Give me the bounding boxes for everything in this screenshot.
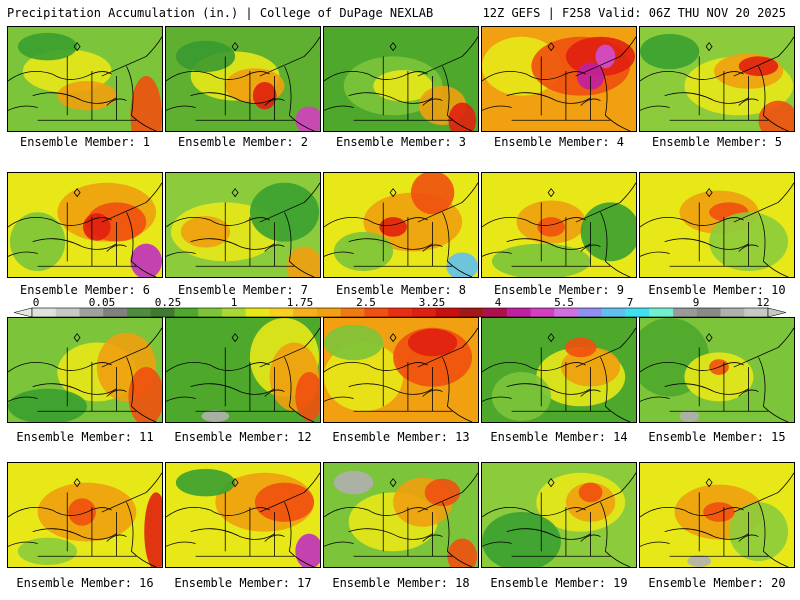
member-label-15: Ensemble Member: 15 <box>648 430 786 444</box>
member-map-7 <box>165 172 321 278</box>
member-label-20: Ensemble Member: 20 <box>648 576 786 590</box>
member-map-1 <box>7 26 163 132</box>
colorbar-swatch <box>388 308 413 317</box>
colorbar-swatch <box>554 308 579 317</box>
member-label-12: Ensemble Member: 12 <box>174 430 312 444</box>
colorbar-tick-label: 5.5 <box>554 296 574 309</box>
member-map-14 <box>481 317 637 423</box>
member-map-11 <box>7 317 163 423</box>
colorbar-swatch <box>435 308 460 317</box>
colorbar-tick-label: 1.75 <box>286 296 314 309</box>
colorbar-swatch <box>245 308 270 317</box>
member-map-17 <box>165 462 321 568</box>
colorbar-swatch <box>293 308 318 317</box>
colorbar-swatch <box>269 308 294 317</box>
member-label-7: Ensemble Member: 7 <box>177 283 309 297</box>
colorbar-swatch <box>126 308 152 317</box>
colorbar-swatch <box>198 308 223 317</box>
member-map-6 <box>7 172 163 278</box>
member-map-9 <box>481 172 637 278</box>
colorbar-tick-label: 0.05 <box>88 296 116 309</box>
member-label-14: Ensemble Member: 14 <box>490 430 628 444</box>
colorbar-swatch <box>506 308 531 317</box>
member-map-12 <box>165 317 321 423</box>
member-label-11: Ensemble Member: 11 <box>16 430 154 444</box>
colorbar-tick-label: 0.25 <box>154 296 182 309</box>
colorbar-swatch <box>696 308 721 317</box>
colorbar-swatch <box>601 308 626 317</box>
colorbar-swatch <box>483 308 508 317</box>
colorbar-left-arrow <box>14 307 33 318</box>
member-label-6: Ensemble Member: 6 <box>19 283 151 297</box>
colorbar-swatch <box>340 308 365 317</box>
member-map-8 <box>323 172 479 278</box>
colorbar-swatch <box>32 308 57 317</box>
member-label-9: Ensemble Member: 9 <box>493 283 625 297</box>
member-label-16: Ensemble Member: 16 <box>16 576 154 590</box>
colorbar-swatch <box>411 308 436 317</box>
colorbar-tick-label: 0 <box>32 296 40 309</box>
colorbar-swatch <box>720 308 745 317</box>
colorbar-swatch <box>174 308 199 317</box>
member-map-18 <box>323 462 479 568</box>
member-map-3 <box>323 26 479 132</box>
member-map-13 <box>323 317 479 423</box>
member-label-18: Ensemble Member: 18 <box>332 576 470 590</box>
colorbar-tick-label: 7 <box>626 296 634 309</box>
colorbar-tick-label: 4 <box>494 296 502 309</box>
member-label-1: Ensemble Member: 1 <box>19 135 151 149</box>
member-label-17: Ensemble Member: 17 <box>174 576 312 590</box>
member-label-8: Ensemble Member: 8 <box>335 283 467 297</box>
member-label-3: Ensemble Member: 3 <box>335 135 467 149</box>
colorbar-right-arrow <box>767 307 786 318</box>
member-map-4 <box>481 26 637 132</box>
member-label-5: Ensemble Member: 5 <box>651 135 783 149</box>
colorbar-swatch <box>103 308 128 317</box>
member-map-19 <box>481 462 637 568</box>
colorbar <box>14 307 786 318</box>
colorbar-swatch <box>55 308 80 317</box>
colorbar-tick-label: 9 <box>692 296 700 309</box>
colorbar-swatch <box>673 308 698 317</box>
member-map-10 <box>639 172 795 278</box>
member-label-10: Ensemble Member: 10 <box>648 283 786 297</box>
member-label-4: Ensemble Member: 4 <box>493 135 625 149</box>
title-right: 12Z GEFS | F258 Valid: 06Z THU NOV 20 20… <box>482 6 786 20</box>
colorbar-swatch <box>221 308 246 317</box>
colorbar-tick-label: 2.5 <box>356 296 376 309</box>
colorbar-swatch <box>150 308 175 317</box>
colorbar-tick-label: 12 <box>756 296 770 309</box>
member-map-16 <box>7 462 163 568</box>
member-label-13: Ensemble Member: 13 <box>332 430 470 444</box>
colorbar-swatch <box>364 308 389 317</box>
member-map-15 <box>639 317 795 423</box>
colorbar-tick-label: 3.25 <box>418 296 446 309</box>
member-map-20 <box>639 462 795 568</box>
colorbar-swatch <box>625 308 650 317</box>
member-label-2: Ensemble Member: 2 <box>177 135 309 149</box>
member-map-5 <box>639 26 795 132</box>
colorbar-swatch <box>649 308 674 317</box>
colorbar-labels: 0 0.05 0.25 1 1.75 2.5 3.25 4 5.5 7 9 12 <box>0 296 800 309</box>
member-map-2 <box>165 26 321 132</box>
member-label-19: Ensemble Member: 19 <box>490 576 628 590</box>
title-left: Precipitation Accumulation (in.) | Colle… <box>7 6 434 20</box>
colorbar-swatch <box>459 308 484 317</box>
colorbar-tick-label: 1 <box>230 296 238 309</box>
colorbar-swatch <box>578 308 603 317</box>
colorbar-swatch <box>316 308 341 317</box>
colorbar-swatch <box>744 308 769 317</box>
colorbar-swatch <box>79 308 104 317</box>
colorbar-swatch <box>530 308 555 317</box>
